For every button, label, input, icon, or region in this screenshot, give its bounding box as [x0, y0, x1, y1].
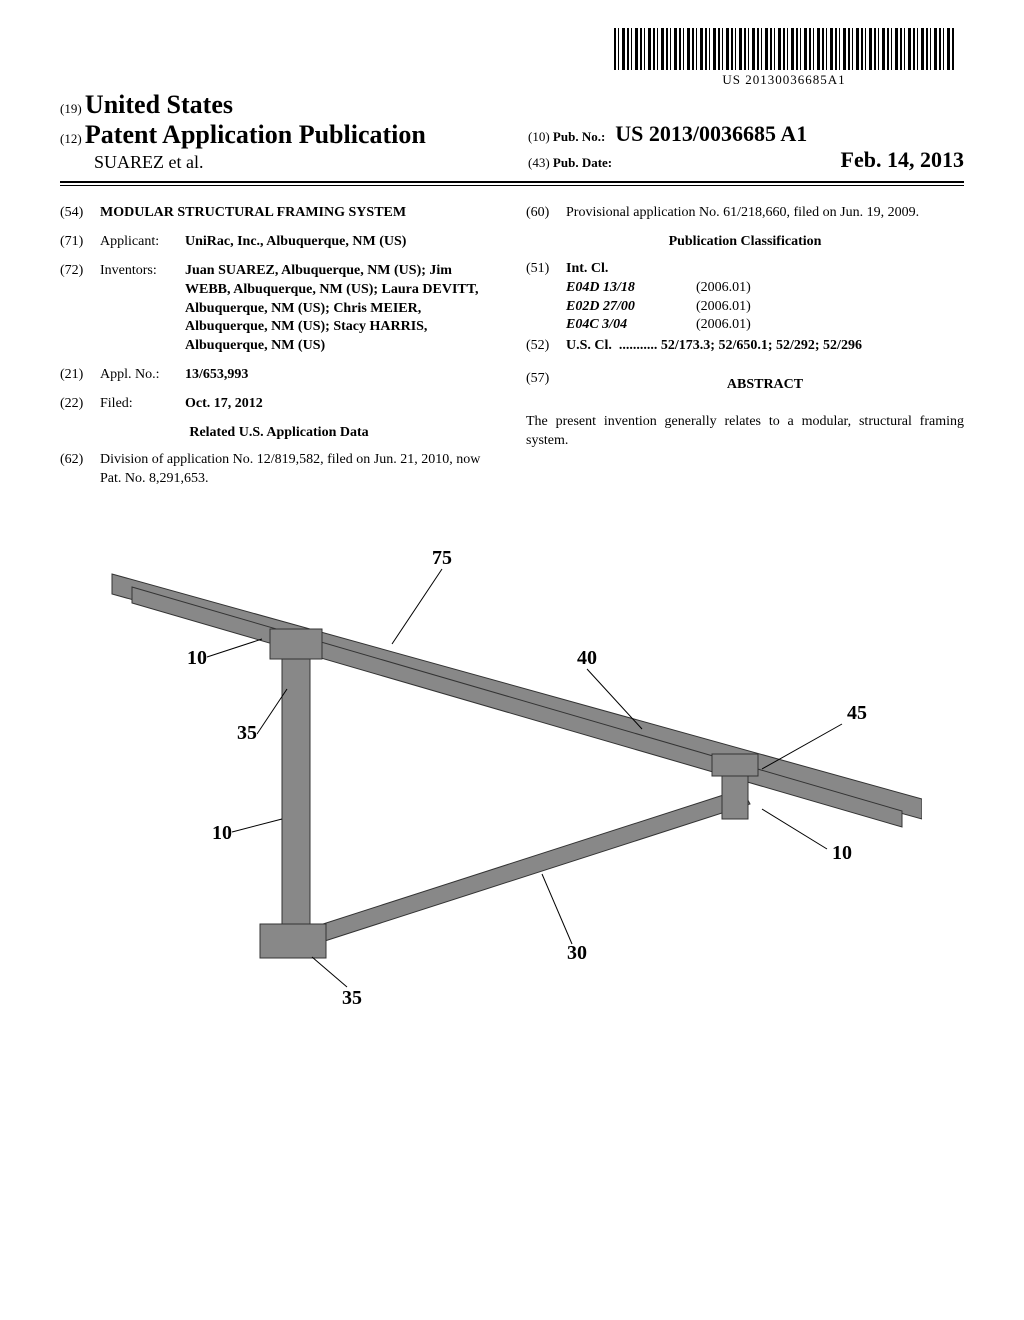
field-72-value: Juan SUAREZ, Albuquerque, NM (US); Jim W… [185, 262, 498, 356]
field-abstract-head: (57) ABSTRACT [526, 370, 964, 403]
lead-10b [232, 819, 282, 832]
label-35b: 35 [342, 987, 362, 1009]
pubdate-code: (43) [528, 155, 550, 171]
intcl-row: E04C 3/04 (2006.01) [566, 316, 964, 335]
field-22-label: Filed: [100, 395, 185, 414]
field-21-label: Appl. No.: [100, 366, 185, 385]
barcode-graphic [614, 28, 954, 70]
pubdate-label: Pub. Date: [553, 155, 612, 171]
connector-right [712, 754, 758, 776]
field-71-value: UniRac, Inc., Albuquerque, NM (US) [185, 233, 498, 252]
related-heading: Related U.S. Application Data [60, 424, 498, 443]
pubno: US 2013/0036685 A1 [615, 121, 807, 147]
patent-drawing: 75 10 40 45 35 10 10 30 35 [102, 529, 922, 1059]
field-applno: (21) Appl. No.: 13/653,993 [60, 366, 498, 385]
filed-text: Oct. 17, 2012 [185, 396, 263, 411]
uscl-label: U.S. Cl. [566, 338, 612, 353]
abstract-text: The present invention generally relates … [526, 413, 964, 451]
abstract-heading: ABSTRACT [566, 376, 964, 395]
inventors-text: Juan SUAREZ, Albuquerque, NM (US); Jim W… [185, 263, 479, 354]
field-filed: (22) Filed: Oct. 17, 2012 [60, 395, 498, 414]
intcl-code-2: E04C 3/04 [566, 316, 696, 335]
field-division: (62) Division of application No. 12/819,… [60, 451, 498, 489]
field-uscl: (52) U.S. Cl. ........... 52/173.3; 52/6… [526, 337, 964, 356]
lead-30 [542, 874, 572, 944]
biblio-columns: (54) MODULAR STRUCTURAL FRAMING SYSTEM (… [60, 204, 964, 499]
field-72-num: (72) [60, 262, 100, 356]
connector-top [270, 629, 322, 659]
field-21-num: (21) [60, 366, 100, 385]
rule-thick [60, 181, 964, 183]
field-intcl: (51) Int. Cl. E04D 13/18 (2006.01) E02D … [526, 260, 964, 336]
lead-35b [312, 957, 347, 987]
intcl-year-2: (2006.01) [696, 316, 751, 335]
label-45: 45 [847, 702, 867, 724]
pub-class-heading: Publication Classification [526, 233, 964, 252]
applno-text: 13/653,993 [185, 367, 248, 382]
field-22-value: Oct. 17, 2012 [185, 395, 498, 414]
lead-45 [762, 724, 842, 769]
field-71-num: (71) [60, 233, 100, 252]
intcl-year-0: (2006.01) [696, 279, 751, 298]
field-60-num: (60) [526, 204, 566, 223]
field-62-num: (62) [60, 451, 100, 489]
rule-thin [60, 185, 964, 186]
field-54-value: MODULAR STRUCTURAL FRAMING SYSTEM [100, 204, 498, 223]
field-applicant: (71) Applicant: UniRac, Inc., Albuquerqu… [60, 233, 498, 252]
label-10b: 10 [212, 822, 232, 844]
right-column: (60) Provisional application No. 61/218,… [526, 204, 964, 499]
label-75: 75 [432, 547, 452, 569]
intcl-year-1: (2006.01) [696, 298, 751, 317]
intcl-row: E02D 27/00 (2006.01) [566, 298, 964, 317]
figure: 75 10 40 45 35 10 10 30 35 [60, 529, 964, 1064]
label-40: 40 [577, 647, 597, 669]
lead-10c [762, 809, 827, 849]
pubno-label: Pub. No.: [553, 129, 605, 145]
pubno-code: (10) [528, 129, 550, 145]
post [282, 644, 310, 944]
field-provisional: (60) Provisional application No. 61/218,… [526, 204, 964, 223]
field-54-num: (54) [60, 204, 100, 223]
field-57-num: (57) [526, 370, 566, 403]
field-72-label: Inventors: [100, 262, 185, 356]
lead-75 [392, 569, 442, 644]
label-35a: 35 [237, 722, 257, 744]
doc-type: Patent Application Publication [85, 120, 426, 149]
country-code: (19) [60, 101, 82, 116]
beam-top-2 [132, 587, 902, 827]
field-51-label: Int. Cl. [566, 260, 964, 279]
pubdate: Feb. 14, 2013 [841, 147, 964, 173]
barcode-text: US 20130036685A1 [614, 72, 954, 88]
barcode-block: US 20130036685A1 [614, 28, 954, 88]
field-62-value: Division of application No. 12/819,582, … [100, 451, 498, 489]
field-52-num: (52) [526, 337, 566, 356]
field-51-num: (51) [526, 260, 566, 336]
intcl-row: E04D 13/18 (2006.01) [566, 279, 964, 298]
intcl-code-1: E02D 27/00 [566, 298, 696, 317]
field-71-label: Applicant: [100, 233, 185, 252]
intcl-code-0: E04D 13/18 [566, 279, 696, 298]
applicant-text: UniRac, Inc., Albuquerque, NM (US) [185, 234, 406, 249]
field-22-num: (22) [60, 395, 100, 414]
field-title: (54) MODULAR STRUCTURAL FRAMING SYSTEM [60, 204, 498, 223]
connector-bottom [260, 924, 326, 958]
uscl-text: ........... 52/173.3; 52/650.1; 52/292; … [619, 338, 862, 353]
field-60-value: Provisional application No. 61/218,660, … [566, 204, 964, 223]
label-10a: 10 [187, 647, 207, 669]
header-country-row: (19) United States [60, 90, 964, 120]
intcl-label: Int. Cl. [566, 261, 608, 276]
strut-lower [292, 789, 750, 949]
field-inventors: (72) Inventors: Juan SUAREZ, Albuquerque… [60, 262, 498, 356]
label-30: 30 [567, 942, 587, 964]
authors: SUAREZ et al. [94, 152, 496, 173]
doc-code: (12) [60, 131, 82, 146]
uscl-value: ........... 52/173.3; 52/650.1; 52/292; … [619, 338, 862, 353]
field-21-value: 13/653,993 [185, 366, 498, 385]
label-10c: 10 [832, 842, 852, 864]
left-column: (54) MODULAR STRUCTURAL FRAMING SYSTEM (… [60, 204, 498, 499]
header: (19) United States (12) Patent Applicati… [60, 90, 964, 186]
country-name: United States [85, 90, 233, 119]
lead-10a [207, 639, 262, 657]
